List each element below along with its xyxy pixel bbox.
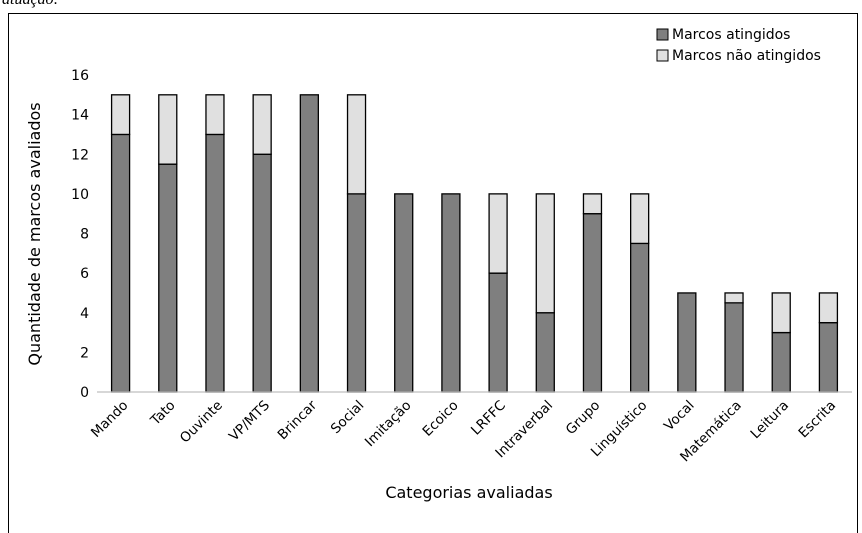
bar-segment-achieved: [771, 331, 791, 393]
bar-segment-not-achieved: [158, 94, 178, 165]
bar-segment-achieved: [252, 153, 272, 393]
bar-segment-achieved: [346, 193, 367, 393]
bar-segment-not-achieved: [818, 292, 839, 324]
bar-segment-achieved: [394, 193, 414, 393]
y-tick-label: 0: [80, 385, 89, 401]
legend-swatch: [656, 49, 669, 62]
bar-segment-not-achieved: [205, 94, 225, 136]
chart-frame: [8, 13, 858, 533]
y-tick-label: 14: [71, 108, 89, 124]
x-tick-label: Ouvinte: [177, 398, 226, 447]
bar-segment-achieved: [158, 163, 178, 393]
legend-label: Marcos não atingidos: [672, 48, 821, 64]
x-tick-label: VP/MTS: [226, 398, 273, 445]
y-tick-label: 10: [71, 187, 89, 203]
y-tick-label: 4: [80, 306, 89, 322]
bar-segment-not-achieved: [252, 94, 272, 155]
y-tick-label: 6: [80, 266, 89, 282]
bar-segment-not-achieved: [724, 292, 744, 304]
y-tick-label: 12: [71, 147, 89, 163]
bar-segment-achieved: [724, 302, 744, 393]
bar-segment-achieved: [677, 292, 697, 393]
legend-swatch: [656, 28, 669, 41]
bar-segment-achieved: [535, 312, 555, 393]
bar-segment-not-achieved: [582, 193, 603, 215]
y-tick-label: 2: [80, 345, 89, 361]
bar-segment-achieved: [818, 322, 839, 393]
x-tick-label: Brincar: [275, 397, 321, 443]
bar-segment-achieved: [488, 272, 508, 393]
x-tick-label: Tato: [147, 398, 179, 430]
y-tick-label: 8: [80, 227, 89, 243]
bar-segment-achieved: [110, 133, 131, 393]
bar-segment-not-achieved: [535, 193, 555, 314]
bar-segment-achieved: [441, 193, 461, 393]
bar-segment-not-achieved: [488, 193, 508, 274]
bars: [110, 94, 839, 393]
x-tick-label: Ecoico: [420, 398, 462, 440]
y-tick-label: 16: [71, 68, 89, 84]
bar-segment-achieved: [299, 94, 319, 393]
x-tick-label: Imitação: [362, 398, 415, 451]
x-tick-label: Escrita: [795, 398, 839, 442]
bar-segment-achieved: [205, 133, 225, 393]
x-tick-label: LRFFC: [468, 398, 509, 439]
bar-segment-achieved: [630, 242, 650, 393]
x-tick-label: Leitura: [747, 398, 792, 443]
legend: Marcos atingidos Marcos não atingidos: [656, 27, 821, 64]
y-axis-title: Quantidade de marcos avaliados: [25, 102, 44, 365]
y-axis: 0 2 4 6 8 10 12 14 16: [71, 68, 89, 401]
x-tick-label: Vocal: [661, 398, 698, 435]
x-axis-title: Categorias avaliadas: [385, 483, 552, 502]
caption-fragment: atuação:: [2, 0, 59, 9]
x-tick-label: Grupo: [563, 398, 604, 439]
bar-segment-not-achieved: [110, 94, 131, 136]
bar-segment-not-achieved: [771, 292, 791, 334]
bar-segment-achieved: [582, 213, 603, 393]
bar-segment-not-achieved: [630, 193, 650, 245]
bar-segment-not-achieved: [346, 94, 367, 195]
x-tick-label: Social: [328, 398, 368, 438]
x-tick-label: Mando: [88, 398, 131, 441]
legend-label: Marcos atingidos: [672, 27, 790, 43]
